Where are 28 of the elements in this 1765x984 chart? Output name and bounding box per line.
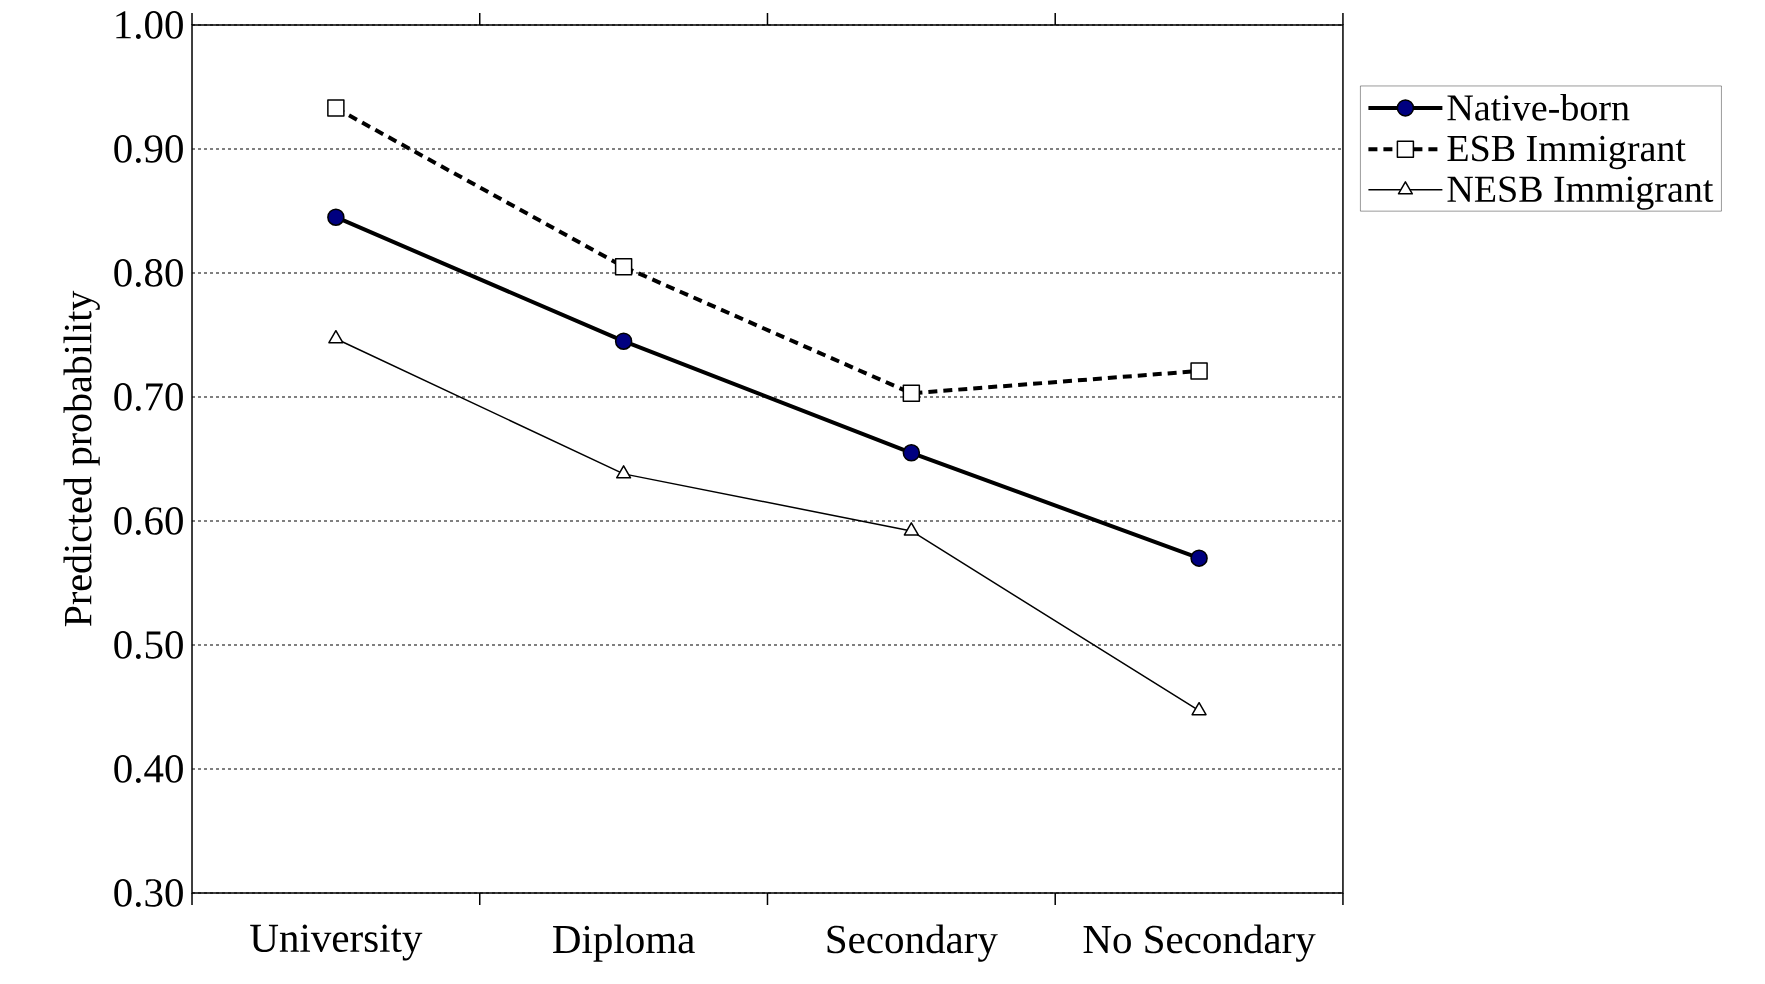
y-tick-label: 0.60 xyxy=(114,507,183,535)
point xyxy=(328,329,344,344)
point xyxy=(327,99,345,117)
legend-label: Native-born xyxy=(1447,93,1630,121)
y-tick-label: 0.30 xyxy=(114,879,183,907)
point xyxy=(327,208,345,226)
y-tick-label: 0.90 xyxy=(114,135,183,163)
point xyxy=(902,384,921,403)
point xyxy=(614,258,633,276)
point xyxy=(1191,701,1207,716)
point xyxy=(1190,549,1208,567)
x-tick-label: Secondary xyxy=(827,924,998,962)
legend-label: ESB Immigrant xyxy=(1447,135,1686,170)
y-tick-label: 1.00 xyxy=(116,11,183,39)
y-axis-title: Predicted probability xyxy=(63,290,100,627)
x-tick-label: Diploma xyxy=(553,924,695,962)
point xyxy=(902,444,921,462)
x-tick-label: No Secondary xyxy=(1083,924,1316,962)
y-tick-label: 0.80 xyxy=(114,259,183,287)
y-tick-label: 0.70 xyxy=(114,383,183,411)
point xyxy=(614,332,633,350)
point xyxy=(903,522,920,536)
y-tick-label: 0.50 xyxy=(114,631,183,659)
legend-label: NESB Immigrant xyxy=(1447,176,1714,210)
point xyxy=(615,465,632,479)
point xyxy=(1190,362,1208,380)
y-tick-label: 0.40 xyxy=(114,755,183,783)
x-tick-label: University xyxy=(250,924,423,961)
